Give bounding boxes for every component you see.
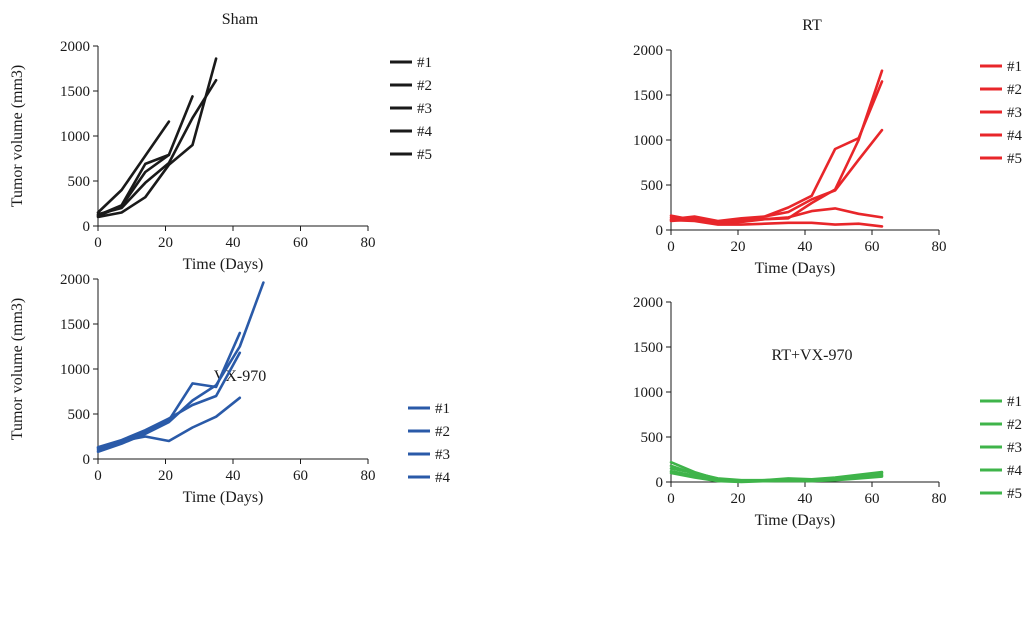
chart-panel-1: Sham 0 500 1000 1500 2000 0 20 40 60 80 Time (Days)… xyxy=(9,11,433,273)
x-tick-label: 80 xyxy=(361,468,376,484)
x-tick-label: 20 xyxy=(731,491,746,507)
y-tick-label: 1000 xyxy=(60,129,90,145)
series-line-2 xyxy=(669,80,884,223)
legend-label: #3 xyxy=(1007,440,1022,456)
legend-label: #2 xyxy=(435,424,450,440)
series-line-5 xyxy=(669,218,884,228)
x-tick-label: 20 xyxy=(731,239,746,255)
legend-label: #5 xyxy=(1007,486,1022,502)
x-axis-label: Time (Days) xyxy=(755,260,836,277)
series-line-3 xyxy=(669,467,884,482)
y-tick-label: 2000 xyxy=(60,272,90,288)
y-tick-label: 2000 xyxy=(633,295,663,311)
y-tick-label: 500 xyxy=(68,407,91,423)
legend-label: #1 xyxy=(417,55,432,71)
legend-label: #3 xyxy=(1007,105,1022,121)
x-axis-label: Time (Days) xyxy=(755,512,836,529)
y-tick-label: 1000 xyxy=(633,385,663,401)
y-tick-label: 1500 xyxy=(633,88,663,104)
y-tick-label: 1000 xyxy=(633,133,663,149)
y-tick-label: 1500 xyxy=(60,317,90,333)
y-tick-label: 0 xyxy=(83,219,91,235)
legend-label: #4 xyxy=(435,470,451,486)
x-tick-label: 40 xyxy=(226,235,241,251)
x-tick-label: 60 xyxy=(293,468,308,484)
chart-title: VX-970 xyxy=(214,368,266,385)
series-line-4 xyxy=(96,351,242,449)
legend-label: #2 xyxy=(1007,82,1022,98)
chart-title: RT+VX-970 xyxy=(772,347,853,364)
x-tick-label: 60 xyxy=(293,235,308,251)
x-tick-label: 60 xyxy=(865,491,880,507)
y-tick-label: 0 xyxy=(656,223,664,239)
legend-label: #1 xyxy=(1007,59,1022,75)
y-tick-label: 2000 xyxy=(60,39,90,55)
x-tick-label: 40 xyxy=(226,468,241,484)
x-axis-label: Time (Days) xyxy=(183,256,264,273)
x-tick-label: 80 xyxy=(932,239,947,255)
x-tick-label: 20 xyxy=(158,235,173,251)
y-tick-label: 1500 xyxy=(60,84,90,100)
chart-panel-2: RT 0 500 1000 1500 2000 0 20 40 60 80 Time (Days) #1… xyxy=(633,17,1023,277)
x-tick-label: 80 xyxy=(932,491,947,507)
series-line-5 xyxy=(96,153,171,218)
y-tick-label: 500 xyxy=(68,174,91,190)
x-tick-label: 80 xyxy=(361,235,376,251)
x-tick-label: 60 xyxy=(865,239,880,255)
chart-title: RT xyxy=(802,17,822,34)
series-line-1 xyxy=(96,120,171,214)
y-tick-label: 2000 xyxy=(633,43,663,59)
x-tick-label: 40 xyxy=(798,239,813,255)
legend-label: #4 xyxy=(1007,128,1023,144)
series-line-3 xyxy=(669,128,884,225)
y-tick-label: 1000 xyxy=(60,362,90,378)
legend-label: #5 xyxy=(1007,151,1022,167)
chart-panel-3: VX-970 0 500 1000 1500 2000 0 20 40 60 80 Time (Day… xyxy=(9,272,451,506)
y-tick-label: 1500 xyxy=(633,340,663,356)
series-line-3 xyxy=(96,57,218,219)
y-axis-label: Tumor volume (mm3) xyxy=(9,65,26,208)
x-tick-label: 0 xyxy=(94,235,102,251)
chart-title: Sham xyxy=(222,11,259,28)
legend-label: #4 xyxy=(1007,463,1023,479)
legend-label: #1 xyxy=(1007,394,1022,410)
legend-label: #4 xyxy=(417,124,433,140)
chart-panel-4: RT+VX-970 0 500 1000 1500 2000 0 20 40 60 80 Time (… xyxy=(633,295,1023,529)
legend-label: #3 xyxy=(435,447,450,463)
x-tick-label: 40 xyxy=(798,491,813,507)
y-tick-label: 0 xyxy=(83,452,91,468)
series-line-5 xyxy=(669,471,884,484)
legend-label: #2 xyxy=(1007,417,1022,433)
y-tick-label: 500 xyxy=(641,430,664,446)
legend-label: #5 xyxy=(417,147,432,163)
legend-label: #1 xyxy=(435,401,450,417)
x-axis-label: Time (Days) xyxy=(183,489,264,506)
legend-label: #2 xyxy=(417,78,432,94)
x-tick-label: 0 xyxy=(667,239,675,255)
legend-label: #3 xyxy=(417,101,432,117)
y-tick-label: 0 xyxy=(656,475,664,491)
y-axis-label: Tumor volume (mm3) xyxy=(9,298,26,441)
x-tick-label: 20 xyxy=(158,468,173,484)
y-tick-label: 500 xyxy=(641,178,664,194)
series-line-4 xyxy=(669,69,884,224)
x-tick-label: 0 xyxy=(667,491,675,507)
x-tick-label: 0 xyxy=(94,468,102,484)
